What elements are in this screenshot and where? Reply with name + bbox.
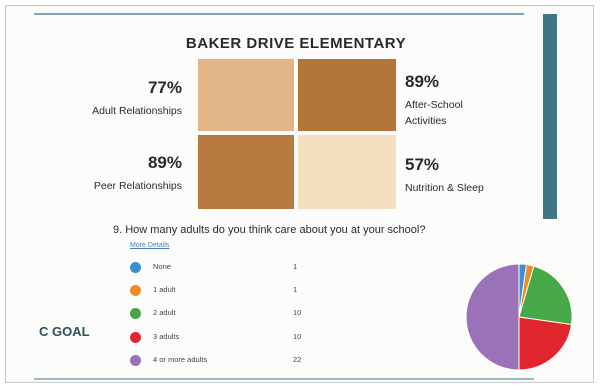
legend-dot [130,355,141,366]
goal-heading-fragment: C GOAL [39,324,90,339]
response-count: 1 [293,262,298,271]
list-item: None 1 [130,261,330,275]
tile-adult-relationships [198,59,294,131]
list-item: 4 or more adults 22 [130,354,330,368]
adult-relationships-label: Adult Relationships [92,105,182,117]
legend-dot [130,332,141,343]
legend-dot [130,262,141,273]
response-count: 10 [293,308,302,317]
response-label: 2 adult [153,308,176,317]
bottom-divider [34,378,534,380]
side-accent-bar [543,14,557,219]
after-school-label-line1: After-School [405,99,463,111]
legend-dot [130,308,141,319]
list-item: 3 adults 10 [130,331,330,345]
tile-peer-relationships [198,135,294,209]
nutrition-sleep-percent: 57% [405,155,440,174]
screenshot-frame: BAKER DRIVE ELEMENTARY 77% Adult Relatio… [5,5,594,383]
top-divider [34,13,524,15]
more-details-link[interactable]: More Details [130,242,170,249]
school-title: BAKER DRIVE ELEMENTARY [185,35,407,52]
pie-slice-4-or-more-adults [465,263,520,371]
response-label: 3 adults [153,332,180,341]
response-count: 10 [293,332,302,341]
response-label: None [153,262,171,271]
legend-dot [130,285,141,296]
peer-relationships-label: Peer Relationships [93,180,182,192]
peer-relationships-percent: 89% [147,153,182,172]
pie-slice-2-adult [518,265,573,326]
after-school-label-line2: Activities [405,115,447,127]
response-count: 22 [293,355,302,364]
survey-question: 9. How many adults do you think care abo… [113,224,426,236]
response-count: 1 [293,285,298,294]
responses-pie-chart [465,263,573,371]
after-school-percent: 89% [405,72,440,91]
tile-nutrition-sleep [298,135,396,209]
list-item: 2 adult 10 [130,307,330,321]
nutrition-sleep-label: Nutrition & Sleep [405,182,484,194]
list-item: 1 adult 1 [130,284,330,298]
adult-relationships-percent: 77% [147,78,182,97]
pie-slice-3-adults [518,316,573,371]
tile-after-school-activities [298,59,396,131]
response-label: 1 adult [153,285,176,294]
response-label: 4 or more adults [153,355,208,364]
